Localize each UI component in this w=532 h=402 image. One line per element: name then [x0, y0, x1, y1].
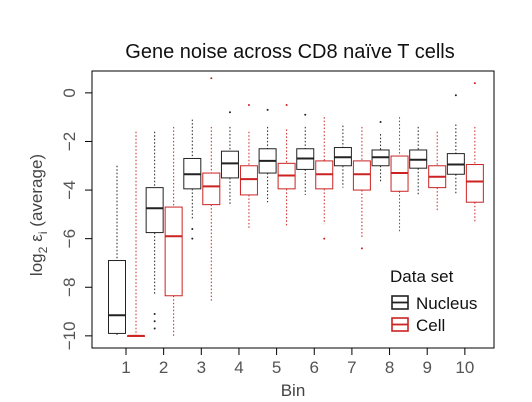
box-cell-bin-1	[127, 131, 145, 337]
box-nucleus-bin-7	[333, 125, 352, 188]
y-axis: 0 −2 −4 −6 −8 −10	[60, 88, 92, 350]
x-tick-label-3: 3	[197, 358, 206, 377]
box-body	[108, 260, 126, 334]
box-cell-bin-7	[352, 126, 371, 250]
outlier-point	[191, 237, 194, 240]
y-label-subi: i	[36, 231, 50, 234]
y-tick-label: 0	[60, 88, 79, 97]
outlier-point	[191, 227, 194, 230]
box-nucleus-bin-4	[220, 111, 239, 205]
y-label-log: log	[27, 253, 46, 276]
y-label-sub2: 2	[36, 246, 50, 253]
outlier-point	[285, 104, 288, 107]
outlier-point	[153, 312, 156, 315]
outlier-point	[266, 108, 269, 111]
legend: Data set Nucleus Cell	[390, 267, 477, 335]
box-cell-bin-3	[202, 77, 221, 302]
box-body	[465, 164, 484, 203]
box-body	[202, 172, 221, 206]
y-tick-label: −4	[60, 180, 79, 199]
outlier-point	[210, 77, 213, 80]
box-body	[352, 160, 371, 191]
outlier-point	[379, 121, 382, 124]
box-cell-bin-10	[465, 82, 484, 222]
x-tick-label-5: 5	[272, 358, 281, 377]
y-label-epsilon: ε	[27, 234, 46, 242]
box-body	[164, 206, 183, 297]
legend-title: Data set	[390, 267, 454, 286]
box-nucleus-bin-3	[183, 119, 202, 240]
legend-swatch-nucleus	[391, 295, 409, 310]
box-cell-bin-9	[428, 131, 447, 212]
y-tick-label: −8	[60, 278, 79, 297]
box-layer	[108, 77, 484, 337]
y-label-average: (average)	[27, 154, 46, 231]
legend-label-nucleus: Nucleus	[416, 294, 477, 313]
box-body	[239, 165, 258, 196]
outlier-point	[228, 111, 231, 114]
outlier-point	[247, 104, 250, 107]
x-tick-label-2: 2	[159, 358, 168, 377]
box-nucleus-bin-6	[296, 113, 315, 195]
box-nucleus-bin-9	[409, 126, 428, 195]
outlier-point	[360, 247, 363, 250]
box-cell-bin-8	[390, 117, 409, 232]
outlier-point	[304, 113, 307, 116]
x-tick-label-1: 1	[121, 358, 130, 377]
x-tick-label-9: 9	[422, 358, 431, 377]
box-nucleus-bin-8	[371, 121, 390, 183]
outlier-point	[153, 320, 156, 323]
x-tick-label-10: 10	[455, 358, 474, 377]
box-cell-bin-2	[164, 126, 183, 336]
box-nucleus-bin-10	[446, 94, 465, 195]
legend-swatch-cell	[391, 317, 409, 332]
box-body	[220, 150, 239, 179]
outlier-point	[473, 82, 476, 85]
y-axis-label: log2 εi (average)	[27, 154, 50, 276]
box-cell-bin-6	[315, 117, 334, 240]
y-tick-label: −2	[60, 132, 79, 151]
box-nucleus-bin-1	[108, 165, 126, 336]
x-tick-label-6: 6	[310, 358, 319, 377]
plot-frame	[91, 70, 495, 349]
x-tick-label-4: 4	[234, 358, 243, 377]
chart-title: Gene noise across CD8 naïve T cells	[125, 41, 454, 63]
box-nucleus-bin-5	[258, 108, 277, 203]
outlier-point	[323, 237, 326, 240]
outlier-point	[454, 94, 457, 97]
x-tick-label-7: 7	[347, 358, 356, 377]
box-cell-bin-5	[277, 104, 296, 227]
y-tick-label: −10	[60, 321, 79, 350]
box-cell-bin-4	[239, 104, 258, 229]
box-body	[145, 187, 164, 234]
x-axis: 1 2 3 4 5 6 7 8 9 10	[121, 348, 474, 377]
x-axis-label: Bin	[281, 381, 306, 400]
legend-label-cell: Cell	[416, 316, 445, 335]
x-tick-label-8: 8	[385, 358, 394, 377]
outlier-point	[153, 327, 156, 330]
y-tick-label: −6	[60, 229, 79, 248]
box-nucleus-bin-2	[145, 131, 164, 330]
